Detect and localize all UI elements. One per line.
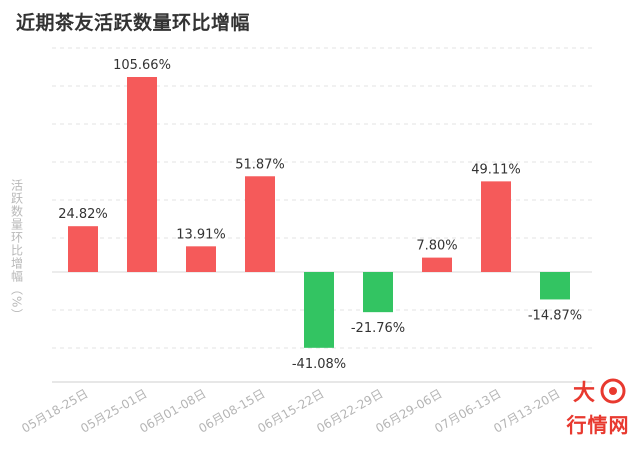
bar: [422, 257, 452, 272]
data-label: 51.87%: [235, 157, 285, 172]
bar: [363, 272, 393, 313]
data-label: -21.76%: [351, 321, 405, 336]
data-label: 13.91%: [176, 227, 226, 242]
bar: [68, 226, 98, 272]
chart-title: 近期茶友活跃数量环比增幅: [16, 12, 251, 34]
data-label: 24.82%: [58, 207, 108, 222]
x-tick-label: 06月15-22日: [255, 386, 326, 435]
x-tick-label: 06月29-06日: [373, 386, 444, 435]
data-label: 7.80%: [416, 239, 457, 254]
data-label: -41.08%: [292, 357, 346, 372]
bar: [540, 272, 570, 300]
watermark-text: 行情网: [566, 413, 630, 437]
data-label: -14.87%: [528, 308, 582, 323]
x-tick-label: 07月13-20日: [491, 386, 562, 435]
x-tick-label: 06月22-29日: [314, 386, 385, 435]
bar: [304, 272, 334, 348]
watermark-glyph: 大: [573, 381, 595, 405]
x-tick-label: 06月08-15日: [196, 386, 267, 435]
bar: [481, 181, 511, 272]
bar: [186, 246, 216, 272]
x-tick-label: 07月06-13日: [432, 386, 503, 435]
watermark-emblem: 大: [573, 378, 626, 405]
data-label: 105.66%: [113, 58, 171, 73]
x-tick-label: 06月01-08日: [137, 386, 208, 435]
bar: [127, 77, 157, 272]
x-tick-label: 05月18-25日: [19, 386, 90, 435]
bar: [245, 176, 275, 272]
x-tick-label: 05月25-01日: [78, 386, 149, 435]
y-axis-label: 活跃数量环比增幅（%）: [9, 178, 24, 322]
data-label: 49.11%: [471, 162, 521, 177]
watermark-logo: 大 行情网: [563, 377, 633, 439]
